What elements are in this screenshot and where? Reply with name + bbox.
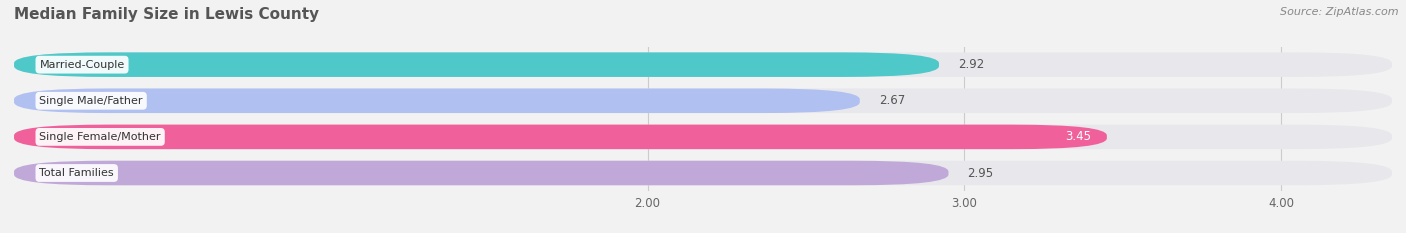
Text: Source: ZipAtlas.com: Source: ZipAtlas.com [1281,7,1399,17]
Text: 3.45: 3.45 [1064,130,1091,143]
Text: Single Male/Father: Single Male/Father [39,96,143,106]
FancyBboxPatch shape [14,52,1392,77]
FancyBboxPatch shape [14,89,860,113]
Text: 2.67: 2.67 [879,94,905,107]
FancyBboxPatch shape [14,161,949,185]
FancyBboxPatch shape [14,52,939,77]
FancyBboxPatch shape [14,89,1392,113]
Text: Married-Couple: Married-Couple [39,60,125,70]
Text: 2.95: 2.95 [967,167,994,179]
Text: 2.92: 2.92 [957,58,984,71]
FancyBboxPatch shape [14,125,1392,149]
FancyBboxPatch shape [14,161,1392,185]
FancyBboxPatch shape [14,125,1107,149]
Text: Single Female/Mother: Single Female/Mother [39,132,160,142]
Text: Median Family Size in Lewis County: Median Family Size in Lewis County [14,7,319,22]
Text: Total Families: Total Families [39,168,114,178]
